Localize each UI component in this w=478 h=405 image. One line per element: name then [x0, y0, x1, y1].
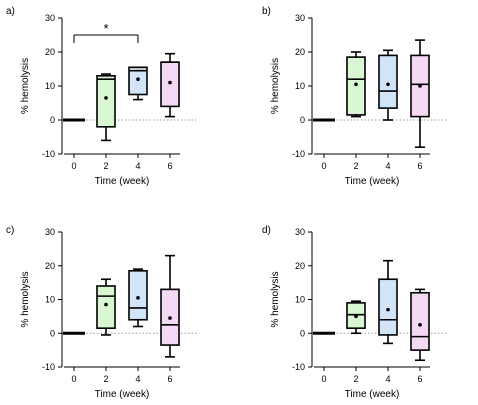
iqr-box: [410, 291, 430, 351]
x-axis-label: Time (week): [345, 389, 400, 400]
x-tick-label: 4: [385, 161, 390, 171]
box-week-6: [160, 254, 180, 358]
box-week-6: [160, 52, 180, 118]
mean-marker: [104, 96, 108, 100]
x-tick-label: 0: [71, 161, 76, 171]
significance-bracket: *: [73, 21, 139, 43]
y-tick-label: 20: [295, 261, 305, 271]
x-tick-label: 0: [321, 374, 326, 384]
x-tick-label: 0: [71, 374, 76, 384]
box-week-2: [346, 300, 366, 335]
x-tick-label: 6: [167, 161, 172, 171]
y-tick-label: 20: [45, 47, 55, 57]
y-tick-label: 0: [300, 115, 305, 125]
panel-label: b): [262, 6, 271, 17]
y-axis-label: % hemolysis: [20, 58, 31, 114]
iqr-box: [96, 75, 116, 128]
box-week-4: [378, 49, 398, 121]
iqr-box: [378, 54, 398, 109]
box-week-0: [313, 118, 335, 122]
y-tick-label: 30: [45, 227, 55, 237]
mean-marker: [354, 82, 358, 87]
panel-label: c): [6, 225, 14, 236]
chart-panel-3: c) -10 0 10 20 30 % hemolysis 0 2 4 6 Time (week): [6, 225, 198, 400]
y-tick-label: 0: [50, 115, 55, 125]
significance-star: *: [103, 21, 108, 36]
collapsed-box: [313, 331, 335, 335]
box-week-2: [96, 73, 116, 142]
y-tick-label: 10: [295, 295, 305, 305]
panel-label: d): [262, 225, 271, 236]
y-axis-label: % hemolysis: [270, 271, 281, 327]
box-week-2: [346, 51, 366, 118]
y-tick-label: 10: [45, 81, 55, 91]
collapsed-box: [63, 118, 85, 122]
x-tick-label: 4: [385, 374, 390, 384]
x-tick-label: 0: [321, 161, 326, 171]
mean-marker: [136, 77, 140, 81]
y-tick-label: 30: [45, 13, 55, 23]
y-tick-label: 30: [295, 227, 305, 237]
box-week-4: [128, 268, 148, 328]
mean-marker: [386, 307, 390, 312]
x-tick-label: 4: [135, 374, 140, 384]
x-axis-label: Time (week): [95, 389, 150, 400]
mean-marker: [418, 84, 422, 88]
box-week-4: [378, 259, 398, 345]
y-tick-label: 0: [50, 328, 55, 338]
collapsed-box: [63, 331, 85, 335]
x-tick-label: 2: [353, 374, 358, 384]
y-tick-label: -10: [292, 362, 305, 372]
mean-marker: [386, 82, 390, 87]
collapsed-box: [313, 118, 335, 122]
box-week-2: [96, 278, 116, 336]
y-tick-label: 10: [45, 295, 55, 305]
x-tick-label: 6: [167, 374, 172, 384]
x-axis-label: Time (week): [95, 176, 150, 187]
box-week-6: [410, 288, 430, 362]
box-week-4: [128, 66, 148, 101]
y-tick-label: 20: [45, 261, 55, 271]
chart-panel-4: d) -10 0 10 20 30 % hemolysis 0 2 4 6 Time (week): [262, 225, 448, 400]
box-week-6: [410, 39, 430, 148]
x-tick-label: 6: [417, 374, 422, 384]
mean-marker: [354, 314, 358, 319]
mean-marker: [418, 323, 422, 327]
y-axis-label: % hemolysis: [20, 271, 31, 327]
mean-marker: [168, 80, 172, 85]
iqr-box: [378, 278, 398, 336]
mean-marker: [136, 296, 140, 300]
mean-marker: [168, 316, 172, 320]
x-axis-label: Time (week): [345, 176, 400, 187]
iqr-box: [128, 270, 148, 321]
chart-panel-2: b) -10 0 10 20 30 % hemolysis 0 2 4 6 Time (week): [262, 6, 448, 187]
box-week-0: [63, 331, 85, 335]
x-tick-label: 2: [103, 161, 108, 171]
y-tick-label: 10: [295, 81, 305, 91]
box-week-0: [63, 118, 85, 122]
x-tick-label: 2: [353, 161, 358, 171]
y-tick-label: 30: [295, 13, 305, 23]
y-tick-label: 0: [300, 328, 305, 338]
y-tick-label: 20: [295, 47, 305, 57]
y-tick-label: -10: [42, 149, 55, 159]
mean-marker: [104, 302, 108, 307]
x-tick-label: 4: [135, 161, 140, 171]
y-axis-label: % hemolysis: [270, 58, 281, 114]
x-tick-label: 6: [417, 161, 422, 171]
panel-label: a): [6, 6, 15, 17]
box-week-0: [313, 331, 335, 335]
x-tick-label: 2: [103, 374, 108, 384]
y-tick-label: -10: [292, 149, 305, 159]
y-tick-label: -10: [42, 362, 55, 372]
iqr-box: [96, 285, 116, 329]
chart-panel-1: a) -10 0 10 20 30 % hemolysis 0 2 4 6 Time (week) *: [6, 6, 198, 187]
